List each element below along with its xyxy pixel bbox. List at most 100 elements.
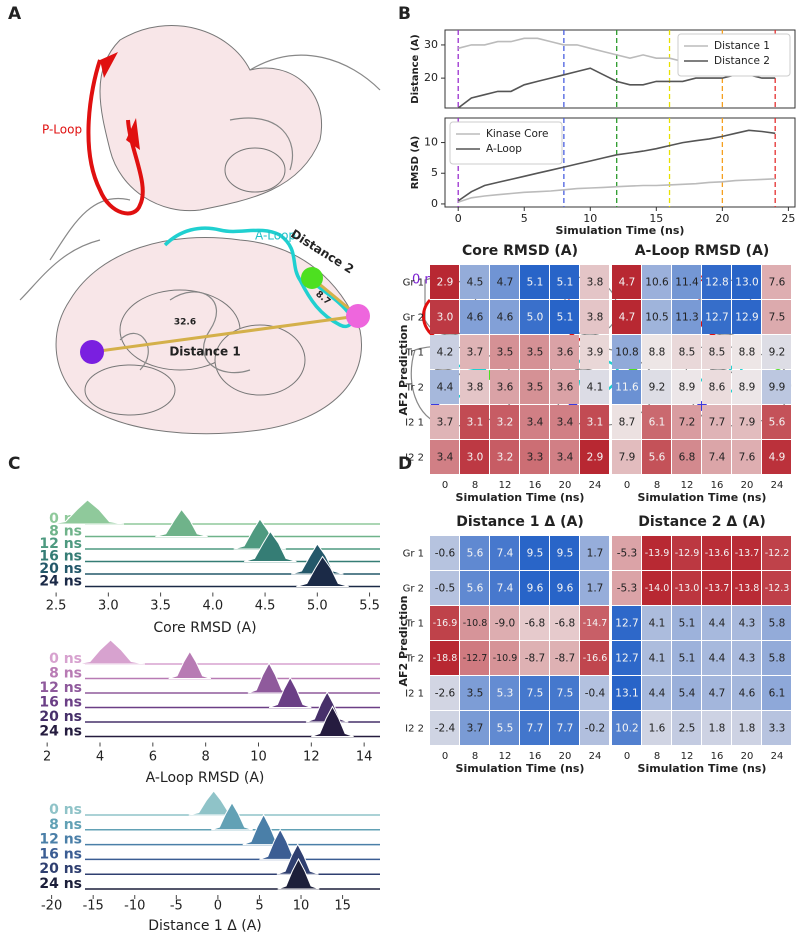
heatmap-cell <box>762 711 791 745</box>
heatmap-cell <box>580 606 609 640</box>
y-axis-label: AF2 Prediction <box>397 324 410 415</box>
heatmap-cell <box>762 335 791 369</box>
heatmap-cell <box>460 606 489 640</box>
heatmap-cell <box>642 405 671 439</box>
heatmap-cell <box>732 440 761 474</box>
column-label: 12 <box>499 480 512 491</box>
heatmap-cell <box>580 536 609 570</box>
heatmap-cell <box>430 711 459 745</box>
heatmap-cell <box>550 440 579 474</box>
cell-label: 8.5 <box>679 347 696 359</box>
x-tick-label: 8 <box>202 750 210 765</box>
column-label: 0 <box>442 480 448 491</box>
x-axis-label: Distance 1 Δ (A) <box>148 918 262 934</box>
x-tick-label: 5.0 <box>307 599 328 614</box>
row-label: Gr 1 <box>403 549 424 560</box>
cell-label: 3.6 <box>557 382 574 394</box>
cell-label: 4.6 <box>497 312 514 324</box>
legend-label: Distance 1 <box>714 40 770 52</box>
heatmap-cell <box>612 440 641 474</box>
column-label: 8 <box>654 480 660 491</box>
heatmap-cell <box>732 536 761 570</box>
column-label: 24 <box>589 480 602 491</box>
x-tick-label: 10 <box>583 212 597 225</box>
y-tick-label: 0 <box>431 197 438 210</box>
heatmap-cell <box>672 370 701 404</box>
cell-label: -14.7 <box>583 618 608 629</box>
heatmap-cell <box>430 536 459 570</box>
cell-label: 3.4 <box>557 452 574 464</box>
cell-label: 2.9 <box>587 452 604 464</box>
column-label: 20 <box>741 480 754 491</box>
heatmap-cell <box>642 335 671 369</box>
column-label: 0 <box>624 751 630 762</box>
heatmap-cell <box>612 571 641 605</box>
column-label: 0 <box>624 480 630 491</box>
x-axis-label: Simulation Time (ns) <box>556 224 685 237</box>
heatmap-cell <box>460 370 489 404</box>
cell-label: 5.8 <box>769 653 786 665</box>
ridge-density <box>155 508 208 537</box>
x-tick-label: 3.0 <box>98 599 119 614</box>
cell-label: -10.8 <box>463 618 488 629</box>
row-label: I2 2 <box>405 724 424 735</box>
cell-label: -13.0 <box>675 583 700 594</box>
heatmap-cell <box>642 711 671 745</box>
series-line <box>457 67 776 109</box>
cell-label: 3.5 <box>527 382 544 394</box>
column-label: 24 <box>589 751 602 762</box>
heatmap-cell <box>642 641 671 675</box>
heatmap-cell <box>490 370 519 404</box>
x-tick-label: 3.5 <box>150 599 171 614</box>
heatmap-cell <box>520 571 549 605</box>
y-tick-label: 30 <box>424 38 438 51</box>
cell-label: -12.3 <box>765 583 790 594</box>
cell-label: 1.7 <box>587 583 604 595</box>
cell-label: 13.1 <box>615 688 638 700</box>
cell-label: 11.3 <box>675 312 698 324</box>
heatmap-cell <box>430 265 459 299</box>
x-tick-label: 0 <box>455 212 462 225</box>
cell-label: 4.4 <box>709 618 726 630</box>
x-tick-label: 14 <box>356 750 373 765</box>
column-label: 0 <box>442 751 448 762</box>
cell-label: 3.8 <box>587 312 604 324</box>
heatmap-cell <box>520 536 549 570</box>
heatmap-cell <box>430 641 459 675</box>
column-label: 12 <box>499 751 512 762</box>
ridge-density <box>268 676 312 708</box>
heatmap-cell <box>762 440 791 474</box>
heatmap-cell <box>762 265 791 299</box>
legend-frame <box>677 33 791 77</box>
x-tick-label: 12 <box>303 750 320 765</box>
ridge-label: 20 ns <box>39 561 82 577</box>
cell-label: 10.6 <box>645 277 669 289</box>
ridge-density <box>211 801 253 831</box>
x-tick-label: 20 <box>715 212 729 225</box>
cell-label: 3.8 <box>467 382 484 394</box>
cell-label: -5.3 <box>617 583 638 595</box>
heatmap-cell <box>702 265 731 299</box>
heatmap-cell <box>642 300 671 334</box>
heatmap-cell <box>430 335 459 369</box>
heatmap-cell <box>520 300 549 334</box>
cell-label: 4.7 <box>497 277 514 289</box>
heatmap-cell <box>762 606 791 640</box>
heatmap-cell <box>732 265 761 299</box>
cell-label: 1.8 <box>739 723 756 735</box>
cell-label: -14.0 <box>645 583 670 594</box>
cell-label: 5.3 <box>497 688 514 700</box>
heatmap-cell <box>642 536 671 570</box>
heatmap-cell <box>612 606 641 640</box>
heatmap-cell <box>580 370 609 404</box>
heatmap-cell <box>550 405 579 439</box>
column-label: 20 <box>741 751 754 762</box>
heatmap-title: Distance 2 Δ (A) <box>638 514 765 530</box>
cell-label: 3.4 <box>527 417 544 429</box>
cell-label: 3.5 <box>467 688 484 700</box>
cell-label: 4.7 <box>709 688 726 700</box>
cell-label: -8.7 <box>555 653 576 665</box>
cell-label: 9.2 <box>649 382 666 394</box>
heatmap-cell <box>762 370 791 404</box>
